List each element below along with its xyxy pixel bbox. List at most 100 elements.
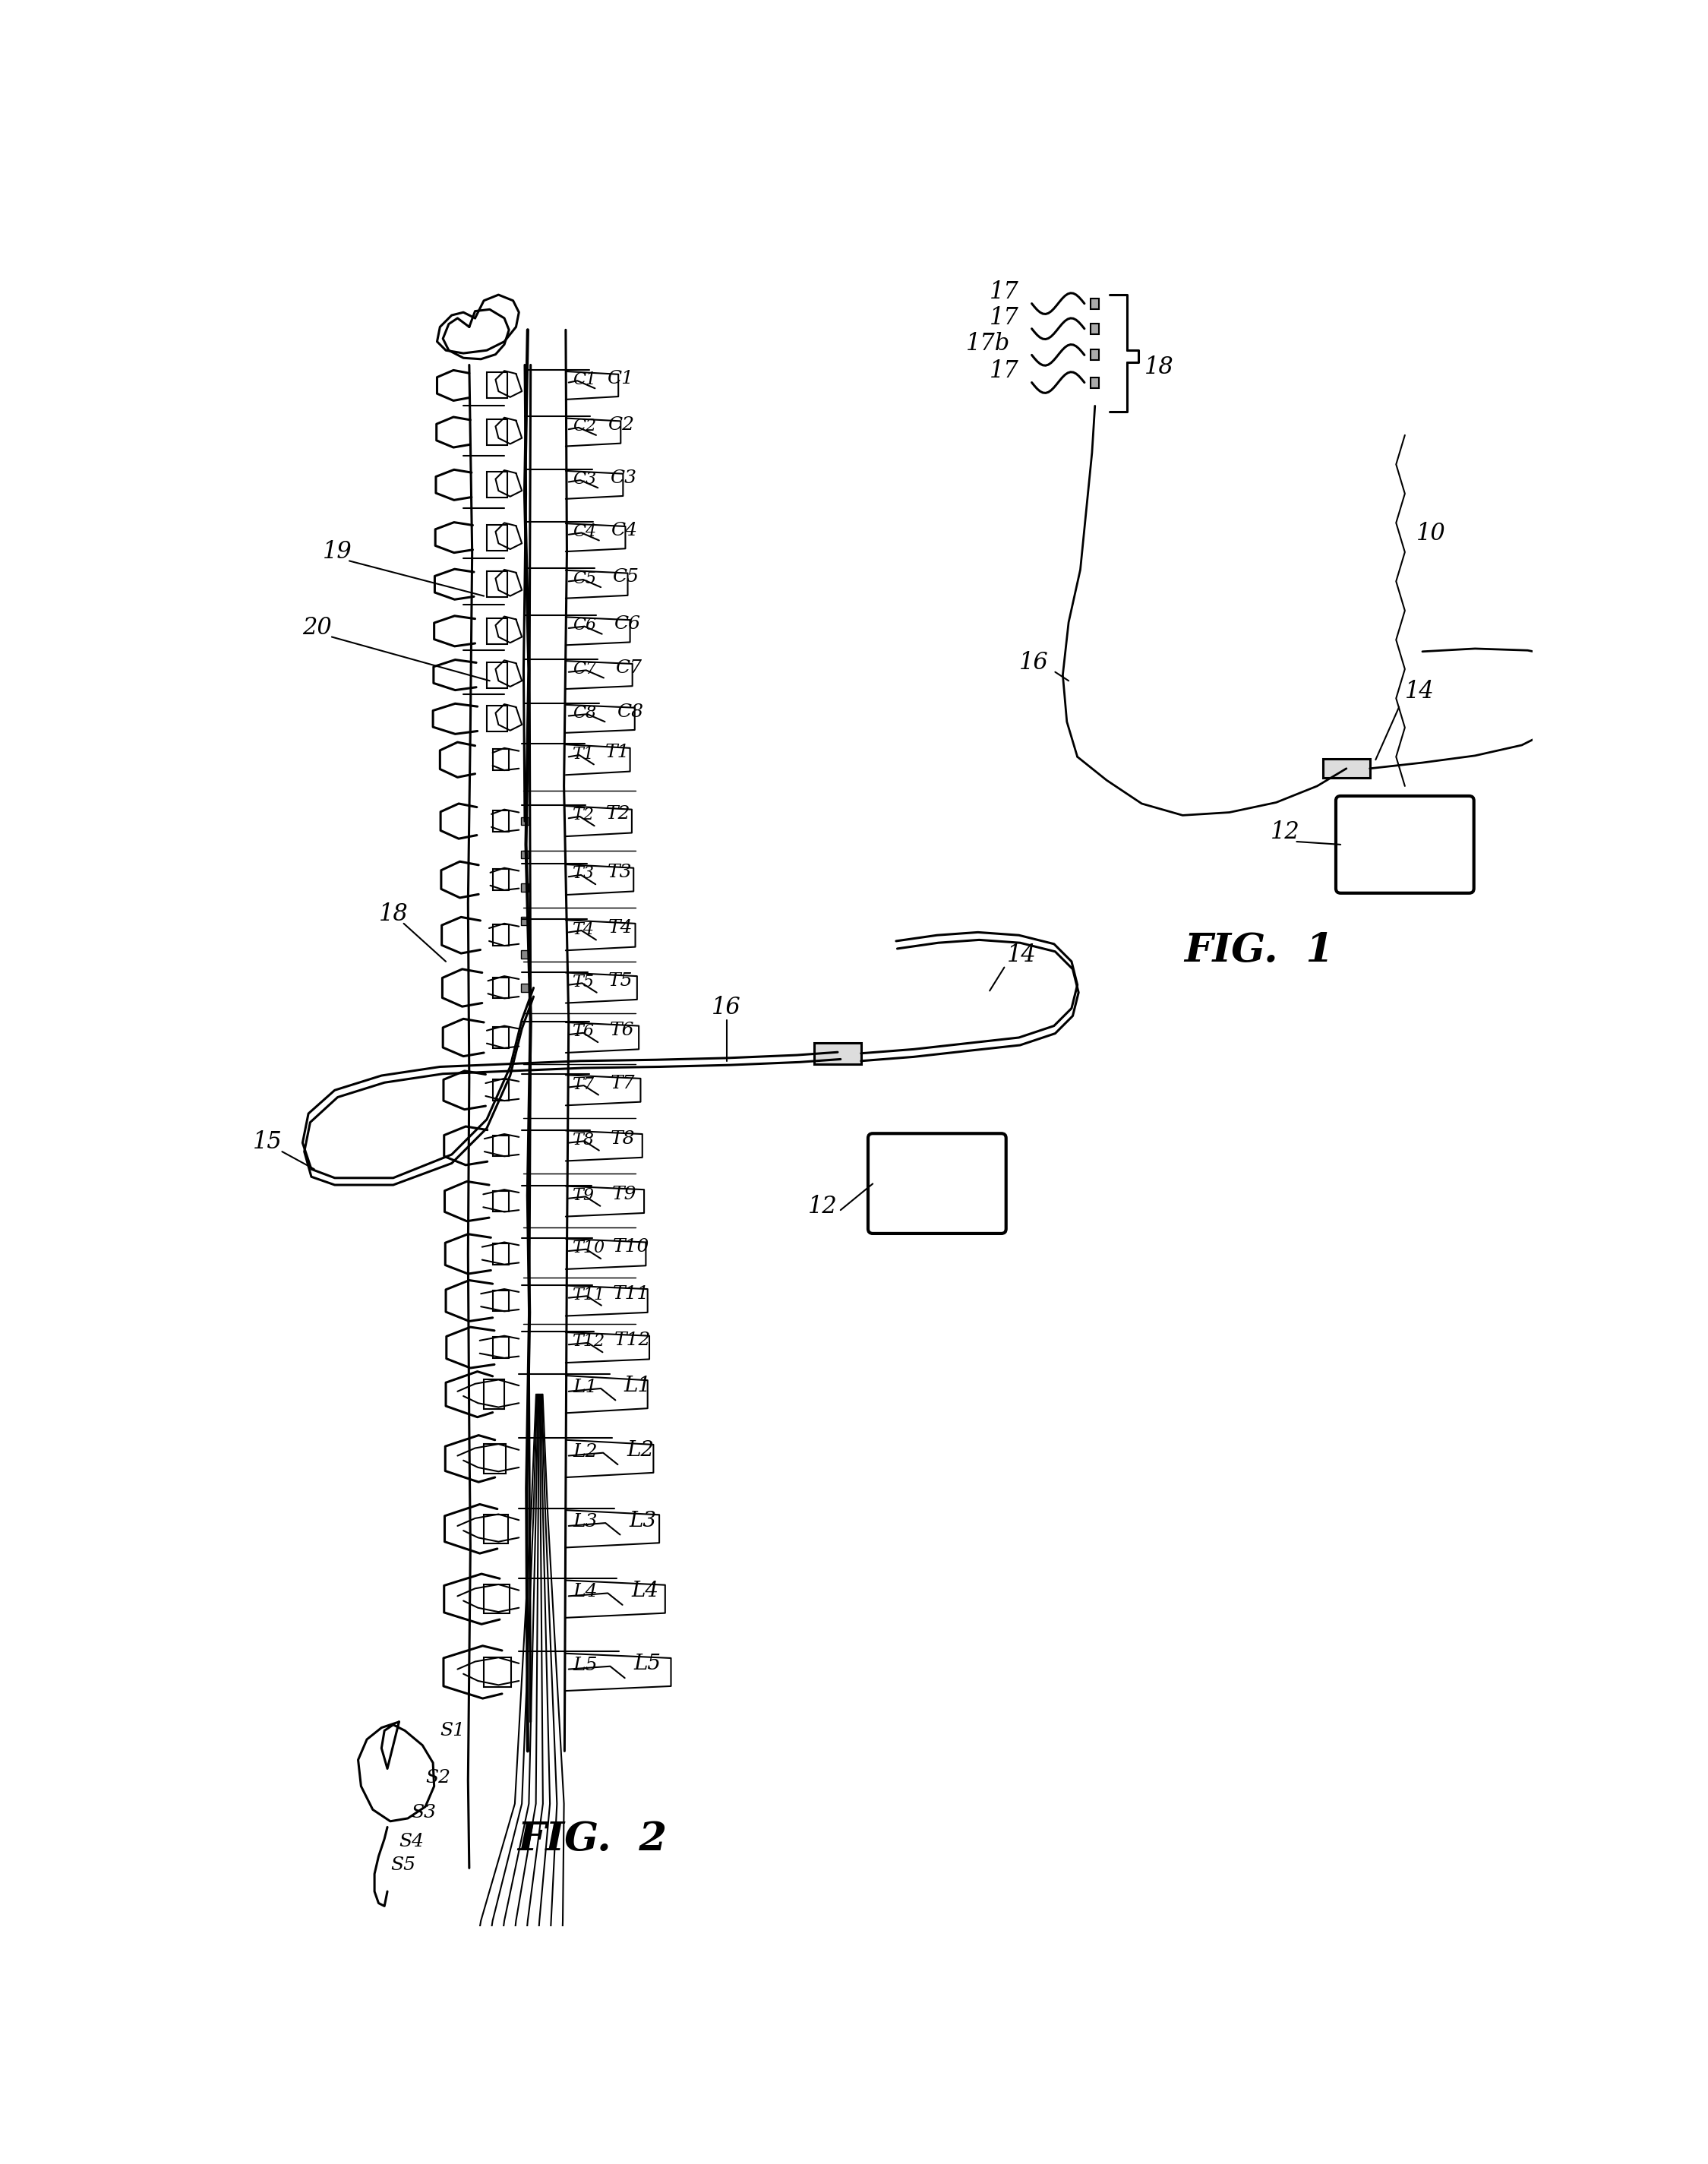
Text: C4: C4 bbox=[611, 522, 637, 539]
Text: C3: C3 bbox=[572, 470, 596, 487]
Text: L1: L1 bbox=[572, 1378, 598, 1396]
Text: T11: T11 bbox=[613, 1285, 649, 1303]
Bar bbox=[483, 1381, 504, 1409]
Text: C8: C8 bbox=[617, 703, 644, 721]
Text: C8: C8 bbox=[572, 705, 596, 721]
Text: L2: L2 bbox=[627, 1441, 654, 1461]
Bar bbox=[521, 918, 528, 926]
Bar bbox=[483, 1584, 509, 1614]
Text: C4: C4 bbox=[572, 524, 596, 541]
Bar bbox=[1324, 760, 1370, 777]
Bar bbox=[487, 571, 507, 597]
Text: C6: C6 bbox=[572, 617, 596, 634]
Text: T4: T4 bbox=[572, 922, 594, 937]
Text: C2: C2 bbox=[608, 415, 634, 435]
Text: L3: L3 bbox=[629, 1510, 656, 1530]
Bar bbox=[487, 420, 507, 446]
Text: C7: C7 bbox=[615, 660, 642, 677]
Text: 18: 18 bbox=[1144, 355, 1173, 379]
Bar bbox=[487, 662, 507, 688]
Bar bbox=[483, 1515, 507, 1543]
Bar bbox=[492, 1136, 509, 1156]
Text: 16: 16 bbox=[1018, 651, 1049, 675]
Text: 10: 10 bbox=[1416, 522, 1447, 545]
Text: T5: T5 bbox=[572, 974, 594, 991]
Bar bbox=[521, 883, 528, 892]
Text: C6: C6 bbox=[613, 615, 640, 632]
Bar bbox=[483, 1658, 511, 1686]
Bar bbox=[492, 870, 509, 889]
Text: L3: L3 bbox=[572, 1513, 598, 1530]
Text: L4: L4 bbox=[572, 1584, 598, 1601]
Text: T11: T11 bbox=[572, 1288, 605, 1303]
Text: S5: S5 bbox=[391, 1857, 415, 1874]
Text: L2: L2 bbox=[572, 1443, 598, 1461]
Text: 17: 17 bbox=[989, 281, 1020, 305]
Text: C5: C5 bbox=[613, 569, 639, 586]
Bar bbox=[492, 1080, 509, 1101]
Bar bbox=[521, 950, 528, 959]
Text: T1: T1 bbox=[572, 747, 594, 762]
Text: T2: T2 bbox=[572, 807, 594, 824]
Text: C2: C2 bbox=[572, 418, 596, 435]
Text: T10: T10 bbox=[613, 1238, 649, 1255]
Text: 20: 20 bbox=[302, 617, 331, 638]
Bar bbox=[492, 978, 509, 998]
Bar bbox=[492, 1028, 509, 1047]
Text: 15: 15 bbox=[253, 1130, 282, 1153]
Text: C5: C5 bbox=[572, 569, 596, 586]
Bar bbox=[521, 818, 528, 824]
Bar bbox=[492, 812, 509, 831]
Text: S3: S3 bbox=[410, 1805, 436, 1822]
Bar bbox=[492, 1244, 509, 1264]
Bar bbox=[492, 749, 509, 770]
Text: 12: 12 bbox=[1271, 820, 1300, 844]
Bar bbox=[487, 619, 507, 645]
Text: S1: S1 bbox=[441, 1723, 465, 1740]
Text: T12: T12 bbox=[572, 1333, 605, 1350]
Text: 14: 14 bbox=[1008, 944, 1037, 967]
Text: T4: T4 bbox=[608, 920, 632, 937]
Text: T7: T7 bbox=[572, 1076, 594, 1093]
Text: 17: 17 bbox=[989, 305, 1020, 329]
Text: 18: 18 bbox=[379, 902, 408, 926]
Text: T6: T6 bbox=[572, 1024, 594, 1041]
Text: 17: 17 bbox=[989, 359, 1020, 383]
Bar bbox=[1091, 322, 1098, 333]
Text: T6: T6 bbox=[610, 1021, 634, 1039]
Text: T12: T12 bbox=[615, 1331, 651, 1348]
Text: T1: T1 bbox=[605, 744, 630, 762]
Bar bbox=[1091, 377, 1098, 387]
Text: T9: T9 bbox=[572, 1188, 594, 1203]
Bar bbox=[1091, 299, 1098, 309]
Bar bbox=[492, 1290, 509, 1311]
Text: T2: T2 bbox=[606, 805, 630, 822]
Text: L5: L5 bbox=[572, 1655, 598, 1673]
Bar bbox=[492, 1190, 509, 1212]
Bar bbox=[487, 524, 507, 550]
Text: L4: L4 bbox=[632, 1580, 659, 1601]
Text: C3: C3 bbox=[610, 470, 635, 487]
Text: 19: 19 bbox=[323, 539, 352, 563]
Text: T7: T7 bbox=[610, 1076, 635, 1093]
Text: 12: 12 bbox=[808, 1195, 837, 1218]
Text: 17b: 17b bbox=[967, 331, 1009, 355]
Bar bbox=[483, 1443, 506, 1474]
Text: S4: S4 bbox=[400, 1833, 424, 1850]
Text: T9: T9 bbox=[611, 1186, 637, 1203]
Text: C1: C1 bbox=[606, 370, 634, 387]
Text: FIG.  1: FIG. 1 bbox=[1184, 931, 1334, 969]
Text: FIG.  2: FIG. 2 bbox=[518, 1820, 666, 1859]
Text: T5: T5 bbox=[608, 972, 634, 989]
Bar bbox=[492, 924, 509, 946]
Text: T3: T3 bbox=[572, 866, 594, 883]
Text: 16: 16 bbox=[712, 995, 741, 1019]
Text: T8: T8 bbox=[611, 1130, 635, 1147]
Bar bbox=[487, 372, 507, 398]
Text: S2: S2 bbox=[425, 1768, 451, 1785]
Text: T3: T3 bbox=[608, 863, 632, 881]
Bar bbox=[521, 985, 528, 991]
Bar bbox=[521, 850, 528, 859]
Bar bbox=[815, 1043, 861, 1065]
Text: T10: T10 bbox=[572, 1240, 605, 1257]
